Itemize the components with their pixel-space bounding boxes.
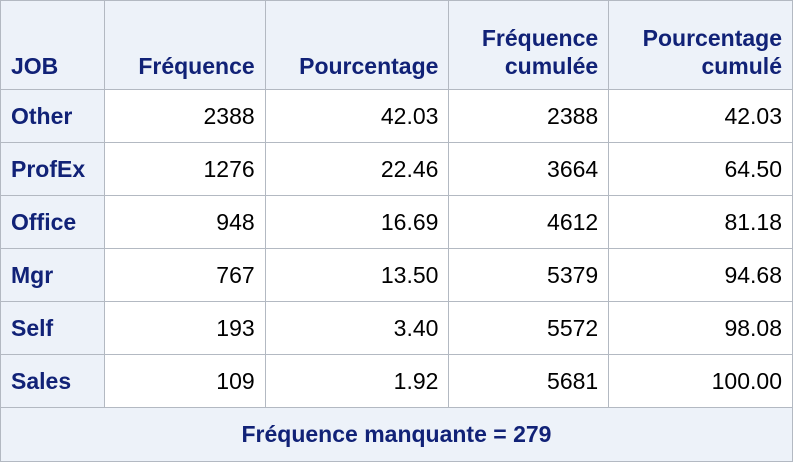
header-pourcentage-cumule-line1: Pourcentage (642, 25, 782, 51)
cell-frequence: 2388 (103, 89, 266, 143)
cell-pourcentage: 3.40 (264, 301, 450, 355)
row-label-job: Self (0, 301, 105, 355)
table-row: Other 2388 42.03 2388 42.03 (0, 89, 793, 143)
table-row: ProfEx 1276 22.46 3664 64.50 (0, 142, 793, 196)
cell-pourcentage: 42.03 (264, 89, 450, 143)
header-frequence-cumulee-line1: Fréquence (481, 25, 599, 51)
table-row: Self 193 3.40 5572 98.08 (0, 301, 793, 355)
cell-pourcentage-cumule: 98.08 (608, 301, 793, 355)
header-job: JOB (0, 0, 105, 90)
cell-frequence-cumulee: 3664 (448, 142, 610, 196)
table-row: Office 948 16.69 4612 81.18 (0, 195, 793, 249)
cell-pourcentage-cumule: 81.18 (608, 195, 793, 249)
row-label-job: Sales (0, 354, 105, 408)
table-header-row: JOB Fréquence Pourcentage Fréquence cumu… (0, 0, 793, 90)
cell-pourcentage: 16.69 (264, 195, 450, 249)
header-frequence: Fréquence (103, 0, 266, 90)
cell-pourcentage-cumule: 42.03 (608, 89, 793, 143)
header-pourcentage: Pourcentage (264, 0, 450, 90)
header-pourcentage-cumule: Pourcentage cumulé (608, 0, 793, 90)
header-frequence-cumulee: Fréquence cumulée (448, 0, 610, 90)
row-label-job: ProfEx (0, 142, 105, 196)
cell-pourcentage: 22.46 (264, 142, 450, 196)
cell-frequence-cumulee: 5379 (448, 248, 610, 302)
cell-pourcentage: 1.92 (264, 354, 450, 408)
table-row: Sales 109 1.92 5681 100.00 (0, 354, 793, 408)
cell-pourcentage: 13.50 (264, 248, 450, 302)
cell-pourcentage-cumule: 100.00 (608, 354, 793, 408)
row-label-job: Mgr (0, 248, 105, 302)
header-pourcentage-cumule-line2: cumulé (701, 53, 782, 79)
header-frequence-cumulee-line2: cumulée (504, 53, 599, 79)
cell-frequence: 1276 (103, 142, 266, 196)
cell-frequence: 109 (103, 354, 266, 408)
table-row: Mgr 767 13.50 5379 94.68 (0, 248, 793, 302)
missing-frequency-note: Fréquence manquante = 279 (0, 407, 793, 462)
cell-frequence-cumulee: 5681 (448, 354, 610, 408)
cell-frequence-cumulee: 5572 (448, 301, 610, 355)
cell-frequence: 767 (103, 248, 266, 302)
row-label-job: Office (0, 195, 105, 249)
cell-pourcentage-cumule: 64.50 (608, 142, 793, 196)
cell-pourcentage-cumule: 94.68 (608, 248, 793, 302)
row-label-job: Other (0, 89, 105, 143)
cell-frequence-cumulee: 2388 (448, 89, 610, 143)
table-footer-row: Fréquence manquante = 279 (0, 407, 793, 462)
cell-frequence: 193 (103, 301, 266, 355)
cell-frequence-cumulee: 4612 (448, 195, 610, 249)
cell-frequence: 948 (103, 195, 266, 249)
